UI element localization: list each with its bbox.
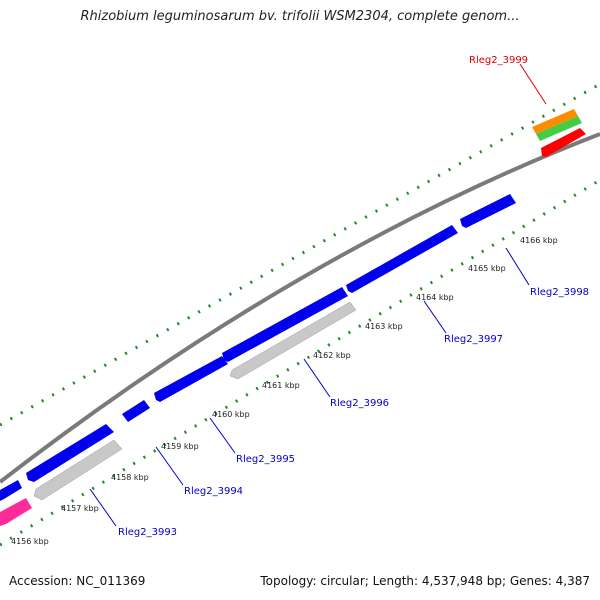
reverse-genes	[33, 301, 357, 501]
kbp-label: 4166 kbp	[520, 236, 558, 245]
gene-rleg2-3993-forward[interactable]	[0, 480, 22, 501]
leader-line	[209, 417, 236, 454]
gene-reverse-1[interactable]	[33, 439, 123, 501]
leader-line	[505, 247, 530, 286]
gene-label-rleg2-3997[interactable]: Rleg2_3997	[444, 334, 503, 345]
feature-orange[interactable]	[532, 109, 578, 134]
gene-rleg2-3996a-forward[interactable]	[154, 356, 228, 402]
gene-rleg2-3994-forward[interactable]	[26, 424, 114, 482]
leader-line	[155, 446, 184, 486]
gene-leader-lines	[89, 63, 547, 527]
leader-line	[423, 300, 447, 334]
kbp-label: 4163 kbp	[365, 322, 403, 331]
kbp-labels: 4156 kbp 4157 kbp 4158 kbp 4159 kbp 4160…	[11, 236, 558, 546]
forward-genes	[0, 194, 516, 501]
gene-rleg2-3997-forward[interactable]	[346, 225, 458, 293]
gene-label-rleg2-3995[interactable]: Rleg2_3995	[236, 454, 295, 465]
gene-rleg2-3995-forward[interactable]	[122, 400, 150, 422]
kbp-label: 4156 kbp	[11, 537, 49, 546]
gene-labels: Rleg2_3993 Rleg2_3994 Rleg2_3995 Rleg2_3…	[118, 55, 589, 538]
leader-line	[303, 358, 331, 398]
kbp-label: 4164 kbp	[416, 293, 454, 302]
gene-label-rleg2-3993[interactable]: Rleg2_3993	[118, 527, 177, 538]
inner-tick-row	[0, 178, 600, 547]
kbp-label: 4160 kbp	[212, 410, 250, 419]
gene-label-rleg2-3996[interactable]: Rleg2_3996	[330, 398, 389, 409]
leader-line	[519, 63, 547, 105]
kbp-label: 4165 kbp	[468, 264, 506, 273]
feature-green[interactable]	[536, 116, 582, 141]
gene-rleg2-3998-forward[interactable]	[460, 194, 516, 228]
kbp-label: 4157 kbp	[61, 504, 99, 513]
kbp-label: 4159 kbp	[161, 442, 199, 451]
kbp-label: 4162 kbp	[313, 351, 351, 360]
leader-line	[89, 488, 117, 527]
kbp-label: 4161 kbp	[262, 381, 300, 390]
map-title: Rhizobium leguminosarum bv. trifolii WSM…	[80, 9, 520, 24]
gene-label-rleg2-3998[interactable]: Rleg2_3998	[530, 287, 589, 298]
kbp-label: 4158 kbp	[111, 473, 149, 482]
gene-reverse-2[interactable]	[229, 301, 357, 380]
gene-pink[interactable]	[0, 498, 32, 526]
feature-red[interactable]	[541, 128, 586, 157]
gene-label-rleg2-3994[interactable]: Rleg2_3994	[184, 486, 243, 497]
topology-text: Topology: circular; Length: 4,537,948 bp…	[260, 574, 590, 588]
gene-rleg2-3996b-forward[interactable]	[222, 287, 348, 362]
accession-text: Accession: NC_011369	[9, 574, 146, 588]
genome-backbone	[0, 132, 600, 484]
gene-label-rleg2-3999[interactable]: Rleg2_3999	[469, 55, 528, 66]
rleg2-3999-features	[532, 109, 586, 157]
